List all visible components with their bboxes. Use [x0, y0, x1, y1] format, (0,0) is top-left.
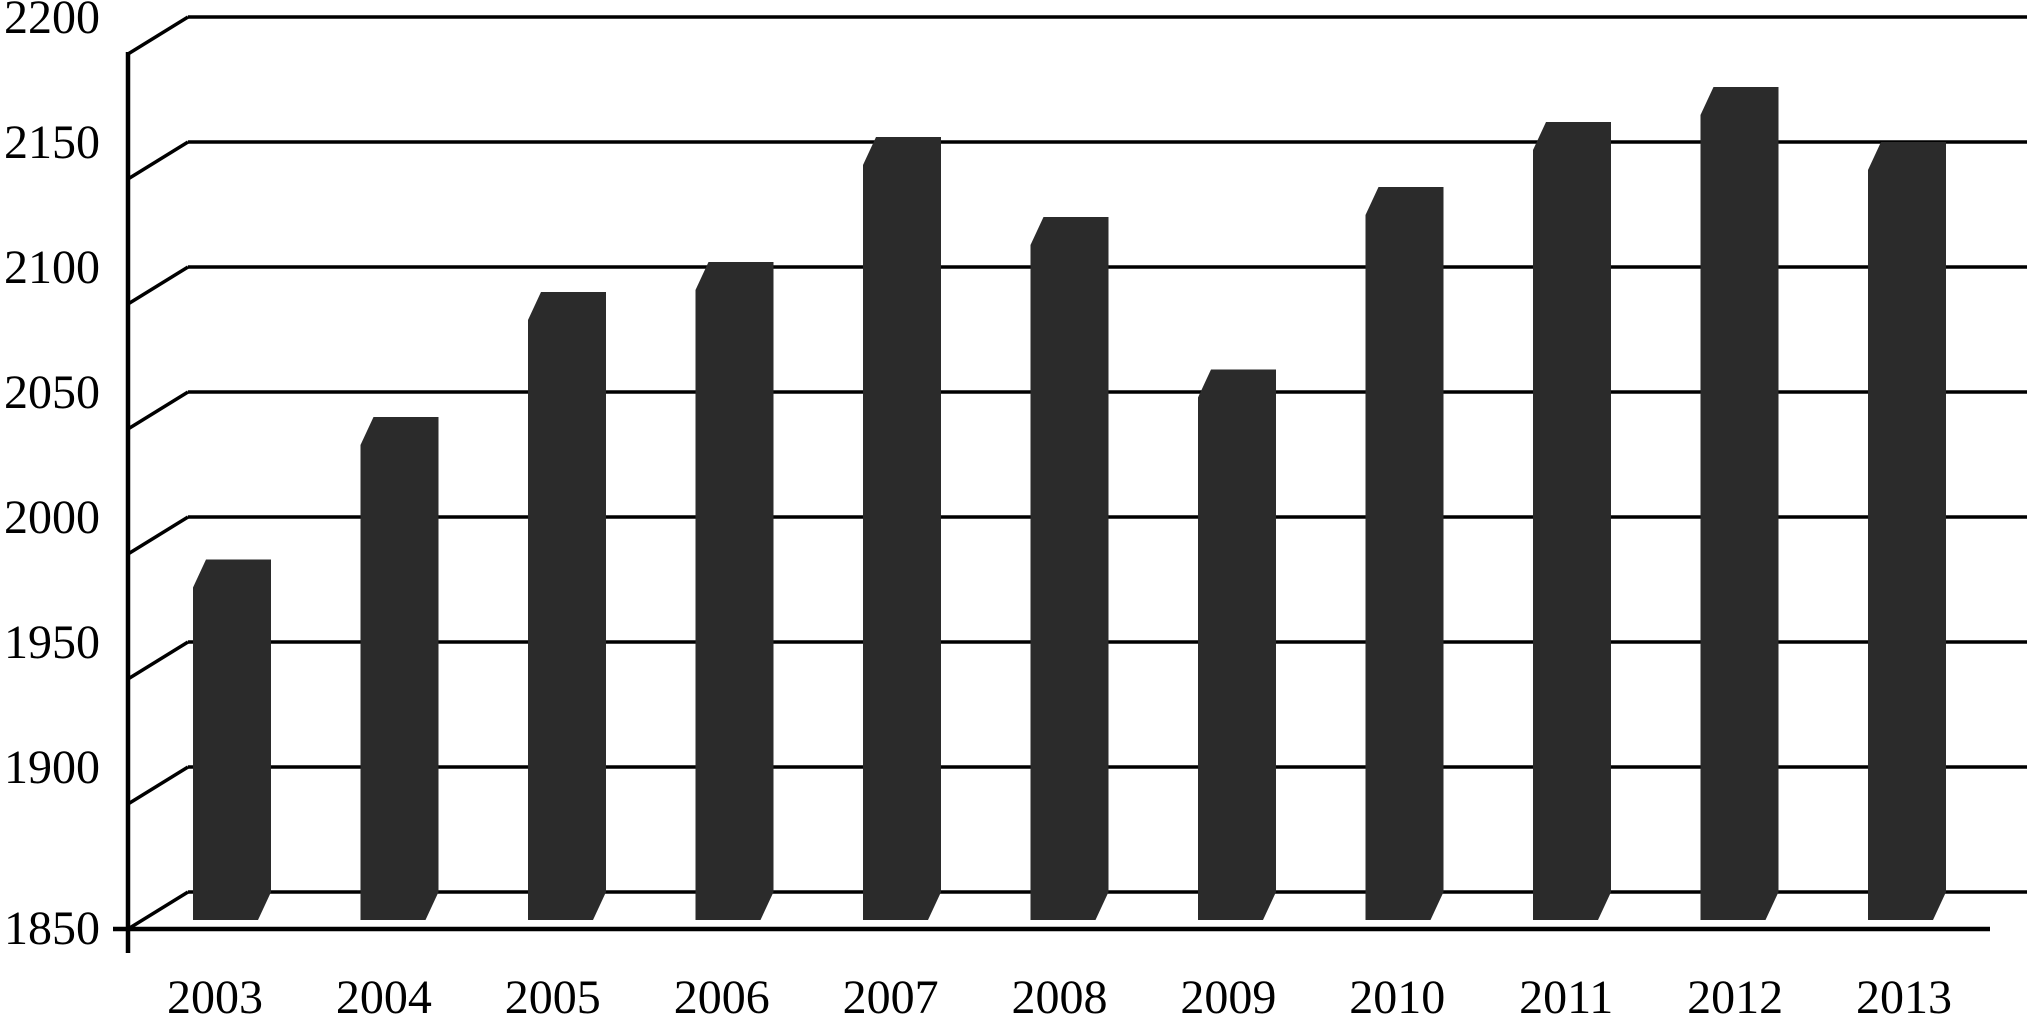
- bar-2008: [1030, 217, 1109, 920]
- x-axis-tick-label-2013: 2013: [1856, 971, 1952, 1022]
- gridline-depth-1850: [127, 890, 189, 931]
- gridline-depth-2150: [127, 140, 189, 181]
- bar-2013: [1868, 142, 1946, 920]
- x-axis-tick-label-2010: 2010: [1349, 971, 1445, 1022]
- y-axis-tick-label-1850: 1850: [4, 902, 100, 955]
- gridline-depth-1900: [127, 765, 189, 806]
- x-axis-tick-label-2007: 2007: [843, 971, 939, 1022]
- y-axis-tick-label-2100: 2100: [4, 241, 100, 294]
- bar-2007: [863, 137, 941, 920]
- x-axis-tick-label-2005: 2005: [505, 971, 601, 1022]
- gridline-depth-1950: [127, 640, 189, 681]
- gridline-depth-2200: [127, 15, 189, 56]
- bar-2006: [695, 262, 774, 920]
- y-axis-tick-label-2000: 2000: [4, 491, 100, 544]
- bar-2005: [528, 292, 606, 920]
- y-axis-tick-label-2200: 2200: [4, 0, 100, 44]
- y-axis-tick-label-2050: 2050: [4, 366, 100, 419]
- gridline-depth-2050: [127, 390, 189, 431]
- x-axis-tick-label-2012: 2012: [1687, 971, 1783, 1022]
- bar-2009: [1198, 369, 1276, 920]
- x-axis-tick-label-2004: 2004: [336, 971, 432, 1022]
- axes-group: [113, 52, 1990, 953]
- x-axis-tick-label-2003: 2003: [167, 971, 263, 1022]
- y-axis-labels-group: 1850 1900 1950 2000 2050 2100 2150 2200: [4, 0, 100, 955]
- y-axis-tick-label-1900: 1900: [4, 741, 100, 794]
- bar-2004: [360, 417, 439, 920]
- x-axis-tick-label-2011: 2011: [1519, 971, 1613, 1022]
- bar-2010: [1365, 187, 1444, 920]
- x-axis-tick-label-2008: 2008: [1012, 971, 1108, 1022]
- y-axis-tick-label-2150: 2150: [4, 116, 100, 169]
- gridline-depth-2000: [127, 515, 189, 556]
- x-axis-tick-label-2009: 2009: [1180, 971, 1276, 1022]
- bars-group: [193, 87, 1946, 920]
- bar-2011: [1533, 122, 1611, 920]
- y-axis-tick-label-1950: 1950: [4, 616, 100, 669]
- bar-2003: [193, 559, 271, 920]
- x-axis-labels-group: 2003 2004 2005 2006 2007 2008 2009 2010 2011 2012…: [167, 971, 1952, 1022]
- x-axis-tick-label-2006: 2006: [674, 971, 770, 1022]
- gridline-depth-2100: [127, 265, 189, 306]
- bar-2012: [1700, 87, 1779, 920]
